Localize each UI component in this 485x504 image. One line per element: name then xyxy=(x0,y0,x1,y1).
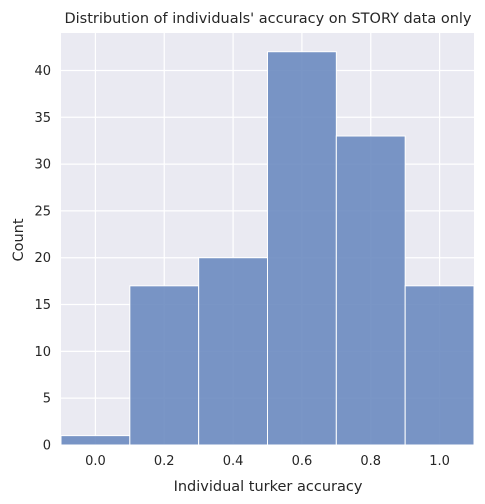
x-tick-label: 0.8 xyxy=(360,454,381,469)
y-tick-label: 0 xyxy=(43,439,51,454)
histogram-bar xyxy=(198,257,269,446)
chart-title: Distribution of individuals' accuracy on… xyxy=(64,11,471,27)
x-tick-label: 0.6 xyxy=(292,454,313,469)
histogram-bar xyxy=(129,285,200,446)
histogram-bar xyxy=(60,435,131,446)
y-tick-label: 25 xyxy=(34,204,51,219)
x-tick-label: 0.0 xyxy=(85,454,106,469)
histogram-bar xyxy=(267,51,337,446)
histogram-bar xyxy=(335,135,406,446)
x-tick-label: 0.2 xyxy=(154,454,175,469)
y-axis-label: Count xyxy=(11,218,27,261)
y-tick-label: 5 xyxy=(43,392,51,407)
histogram-bar xyxy=(404,285,475,446)
y-tick-labels: 0 5 10 15 20 25 30 35 40 xyxy=(34,64,51,454)
y-tick-label: 30 xyxy=(34,158,51,173)
y-tick-label: 10 xyxy=(34,345,51,360)
y-tick-label: 35 xyxy=(34,111,51,126)
y-tick-label: 40 xyxy=(34,64,51,79)
x-tick-label: 0.4 xyxy=(223,454,244,469)
y-tick-label: 15 xyxy=(34,298,51,313)
y-tick-label: 20 xyxy=(34,251,51,266)
x-axis-label: Individual turker accuracy xyxy=(174,479,363,495)
x-tick-labels: 0.0 0.2 0.4 0.6 0.8 1.0 xyxy=(85,454,450,469)
x-tick-label: 1.0 xyxy=(429,454,450,469)
histogram-bars xyxy=(60,51,475,446)
